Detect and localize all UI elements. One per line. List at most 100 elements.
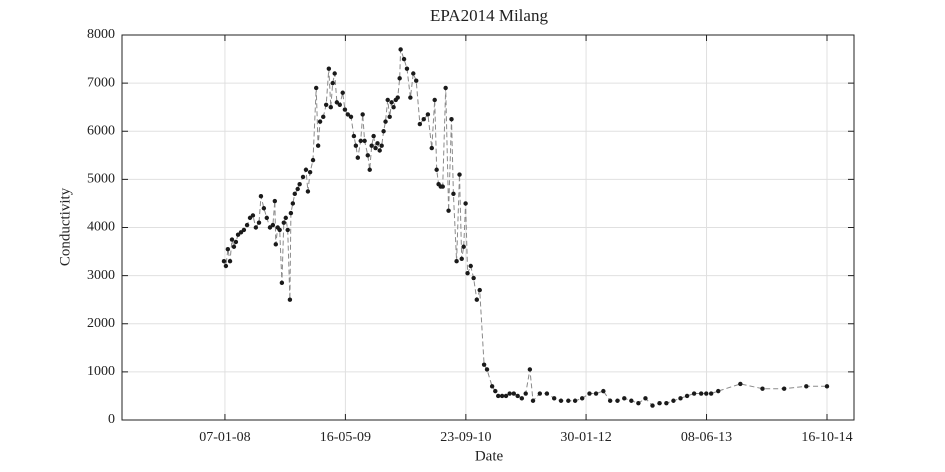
data-point: [323, 102, 329, 107]
data-point: [579, 396, 585, 401]
data-point: [499, 393, 505, 399]
x-tick-label: 08-06-13: [681, 430, 732, 445]
data-point: [629, 398, 634, 403]
data-point: [342, 107, 348, 112]
data-point: [395, 95, 400, 100]
data-point: [507, 391, 512, 396]
data-point: [287, 297, 293, 302]
data-point: [449, 117, 454, 122]
data-point: [607, 398, 613, 403]
data-point: [398, 47, 403, 52]
data-point: [375, 141, 380, 146]
data-point: [459, 256, 464, 261]
data-point: [391, 104, 396, 110]
data-point: [389, 100, 394, 105]
data-point: [300, 174, 306, 180]
data-point: [227, 258, 233, 264]
data-point: [290, 201, 296, 206]
data-point: [244, 222, 250, 228]
data-point: [671, 398, 676, 403]
data-point: [328, 104, 333, 110]
data-point: [434, 167, 439, 172]
data-point: [804, 384, 809, 389]
data-point: [360, 112, 365, 117]
data-point: [601, 388, 606, 394]
data-point: [481, 362, 487, 367]
data-point: [493, 388, 498, 394]
data-point: [615, 398, 620, 403]
data-point: [317, 119, 323, 124]
data-point: [313, 85, 319, 91]
data-point: [474, 297, 480, 302]
data-point: [270, 222, 276, 228]
data-point: [566, 398, 571, 403]
data-point: [353, 143, 359, 148]
data-point: [330, 80, 335, 86]
data-point: [519, 396, 525, 401]
data-point: [315, 143, 321, 148]
data-point: [636, 400, 641, 406]
chart-title: EPA2014 Milang: [430, 6, 548, 25]
data-point: [371, 133, 376, 139]
data-point: [241, 227, 247, 233]
data-point: [362, 138, 367, 144]
data-point: [334, 100, 340, 105]
data-point: [285, 227, 290, 233]
data-point: [261, 206, 267, 211]
data-point: [258, 194, 264, 199]
data-point: [544, 391, 550, 396]
data-point: [691, 391, 697, 396]
data-point: [303, 167, 309, 172]
data-point: [738, 381, 743, 387]
y-axis-label: Conductivity: [57, 187, 73, 266]
data-point: [781, 386, 787, 391]
data-point: [273, 242, 278, 247]
data-point: [351, 133, 357, 139]
y-tick-label: 0: [108, 412, 115, 427]
data-point: [369, 143, 374, 148]
data-point: [440, 184, 445, 189]
data-point: [358, 138, 363, 144]
data-point: [238, 230, 244, 235]
data-point: [489, 384, 495, 389]
data-point: [461, 244, 466, 249]
data-point: [678, 396, 683, 401]
data-point: [377, 148, 382, 153]
data-point: [340, 90, 345, 95]
data-point: [468, 263, 473, 269]
data-point: [537, 391, 543, 396]
data-point: [530, 398, 536, 403]
data-point: [414, 78, 419, 83]
data-point: [397, 76, 402, 81]
data-point: [367, 167, 372, 172]
data-point: [256, 220, 262, 225]
y-tick-label: 3000: [87, 268, 115, 283]
data-point: [385, 97, 390, 103]
data-point: [235, 232, 241, 237]
x-axis-label: Date: [475, 448, 504, 464]
y-tick-label: 4000: [87, 220, 115, 235]
data-point: [411, 71, 416, 76]
x-tick-label: 07-01-08: [199, 430, 250, 445]
y-tick-label: 8000: [87, 27, 115, 42]
data-point: [379, 143, 384, 148]
data-point: [229, 237, 235, 242]
data-point: [503, 393, 509, 399]
data-point: [650, 403, 655, 408]
data-point: [332, 71, 337, 76]
data-point: [664, 400, 669, 406]
y-tick-label: 7000: [87, 75, 115, 90]
data-point: [684, 393, 690, 399]
data-point: [381, 129, 386, 134]
data-point: [558, 398, 564, 403]
data-point: [281, 220, 287, 225]
data-point: [477, 287, 482, 293]
data-point: [824, 384, 830, 389]
x-tick-label: 30-01-12: [560, 430, 611, 445]
data-point: [515, 393, 520, 399]
plot-frame: [121, 34, 855, 421]
data-point: [401, 56, 407, 62]
data-point: [446, 208, 451, 213]
